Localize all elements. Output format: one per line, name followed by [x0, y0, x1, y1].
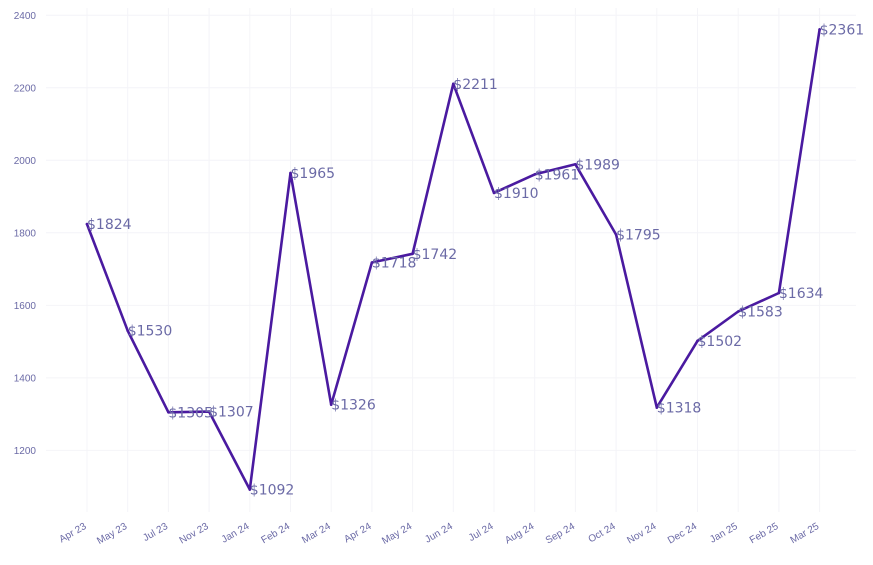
x-tick-label: Jul 24 [467, 521, 496, 544]
x-tick-label: Mar 25 [789, 521, 822, 546]
y-axis: 1200 1400 1600 1800 2000 2200 2400 [14, 11, 37, 457]
data-point [126, 329, 129, 333]
data-point [329, 403, 333, 406]
x-tick-label: Mar 24 [300, 521, 333, 546]
data-label: $1742 [413, 247, 458, 263]
data-point [533, 173, 536, 176]
data-label: $1318 [657, 401, 702, 417]
y-tick-label: 1600 [14, 301, 37, 312]
chart-grid [46, 8, 856, 512]
x-tick-label: May 24 [380, 521, 414, 547]
data-label: $1307 [209, 405, 254, 421]
series-group [85, 28, 821, 491]
y-tick-label: 2000 [14, 156, 37, 167]
data-point [289, 171, 292, 175]
x-tick-label: Feb 25 [748, 521, 781, 546]
data-label: $1530 [128, 324, 173, 340]
data-point [411, 252, 414, 256]
data-label: $1910 [494, 186, 539, 202]
x-tick-label: Jul 23 [141, 521, 170, 544]
x-tick-label: Oct 24 [587, 521, 618, 545]
data-point [85, 222, 89, 226]
data-point [736, 310, 740, 313]
x-tick-label: May 23 [95, 521, 129, 547]
data-point [696, 339, 699, 343]
x-tick-label: Nov 23 [178, 521, 211, 547]
data-point [818, 28, 821, 31]
x-tick-label: Aug 24 [503, 521, 536, 547]
y-tick-label: 1800 [14, 228, 37, 239]
data-label: $1502 [698, 334, 743, 350]
data-point [452, 82, 455, 86]
data-label: $1305 [168, 405, 213, 421]
x-tick-label: Sep 24 [544, 521, 577, 547]
y-tick-label: 2400 [14, 11, 37, 22]
data-labels: $1824 $1530 $1305$1307 $1092 $1965 $1326 $1718… [87, 22, 864, 498]
data-label: $1795 [616, 228, 661, 244]
data-point [492, 191, 496, 195]
x-tick-label: Jun 24 [423, 521, 455, 546]
data-label: $1824 [87, 217, 132, 233]
data-point [370, 261, 374, 264]
x-tick-label: Dec 24 [666, 521, 699, 547]
data-label: $2361 [820, 22, 865, 38]
data-label: $1326 [331, 398, 376, 414]
data-point [248, 488, 252, 491]
data-point [614, 233, 618, 236]
x-tick-label: Nov 24 [625, 521, 658, 547]
x-tick-label: Apr 23 [57, 521, 88, 545]
y-tick-label: 2200 [14, 83, 37, 94]
x-tick-label: Feb 24 [260, 521, 293, 546]
x-tick-label: Apr 24 [342, 521, 373, 545]
data-point [655, 406, 659, 409]
data-label: $2211 [453, 77, 498, 93]
data-label: $1961 [535, 167, 580, 183]
data-label: $1583 [738, 304, 783, 320]
data-label: $1718 [372, 256, 417, 272]
data-point [574, 162, 577, 166]
data-label: $1092 [250, 483, 295, 499]
data-point [167, 410, 170, 414]
x-tick-label: Jan 24 [220, 521, 252, 546]
data-point [777, 291, 781, 295]
y-tick-label: 1400 [14, 373, 37, 384]
data-label: $1989 [575, 157, 620, 173]
x-axis: Apr 23 May 23 Jul 23 Nov 23 Jan 24 Feb 24 Mar … [57, 521, 821, 547]
x-tick-label: Jan 25 [708, 521, 740, 546]
data-label: $1965 [291, 166, 336, 182]
data-point [207, 410, 211, 413]
data-label: $1634 [779, 286, 824, 302]
y-tick-label: 1200 [14, 446, 37, 457]
